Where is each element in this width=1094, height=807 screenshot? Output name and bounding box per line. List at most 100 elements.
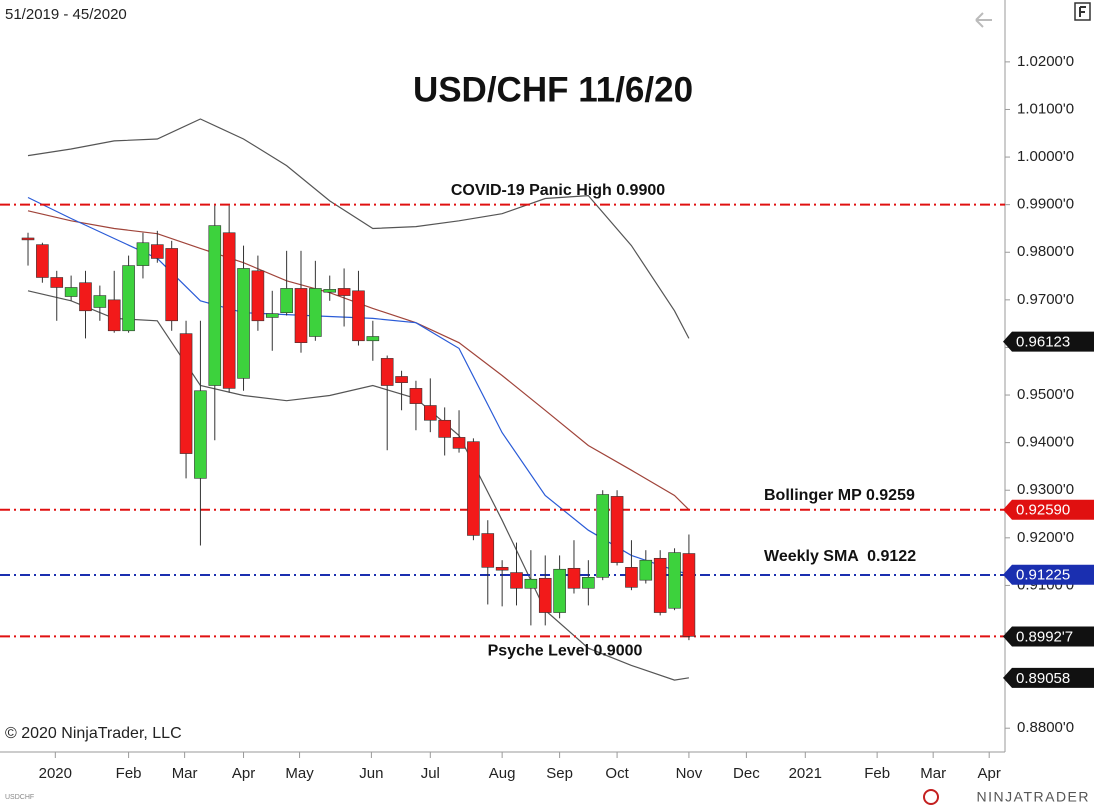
y-tick-label: 0.9300'0 <box>1017 481 1074 498</box>
chart-title: USD/CHF 11/6/20 <box>413 70 693 109</box>
back-arrow[interactable] <box>975 12 992 28</box>
candle-body <box>208 225 222 386</box>
price-marker <box>1003 499 1094 520</box>
candle-body <box>380 358 394 386</box>
candle-body <box>222 232 236 389</box>
candle-body <box>625 567 638 588</box>
brand-logo: NINJATRADER <box>923 789 1090 805</box>
candle-body <box>452 437 466 449</box>
y-tick-label: 1.0200'0 <box>1017 53 1074 70</box>
subtitle: 51/2019 - 45/2020 <box>5 6 127 23</box>
candle-body <box>538 577 552 613</box>
symbol: USDCHF <box>5 794 34 801</box>
candle-body <box>596 494 610 578</box>
candle-body <box>553 568 566 613</box>
level-label: Bollinger MP 0.9259 <box>764 487 915 504</box>
candle-body <box>366 336 380 342</box>
y-tick-label: 0.8800'0 <box>1017 719 1074 736</box>
candle-body <box>50 277 64 288</box>
candle-body <box>64 287 78 297</box>
candle-body <box>251 270 265 322</box>
candle-body <box>510 572 523 589</box>
candle-body <box>567 567 581 589</box>
price-marker-label: 0.89058 <box>1016 670 1070 687</box>
candle-body <box>93 295 107 308</box>
price-marker-label: 0.96123 <box>1016 334 1070 351</box>
y-tick-label: 0.9400'0 <box>1017 434 1074 451</box>
candle-body <box>79 282 92 312</box>
panel-button-glyph <box>1079 6 1086 17</box>
price-marker-label: 0.92590 <box>1016 502 1070 519</box>
candle-body <box>165 248 178 322</box>
y-tick-label: 1.0100'0 <box>1017 100 1074 117</box>
level-label: Weekly SMA 0.9122 <box>764 548 916 565</box>
copyright: © 2020 NinjaTrader, LLC <box>5 725 182 742</box>
candle-body <box>136 242 150 266</box>
candle-body <box>337 288 351 296</box>
x-tick-label: Jul <box>421 765 440 782</box>
candle-body <box>409 388 423 404</box>
x-tick-label: 2021 <box>789 765 822 782</box>
y-tick-label: 0.9800'0 <box>1017 243 1074 260</box>
candle-body <box>352 290 365 342</box>
x-tick-label: Nov <box>676 765 703 782</box>
x-tick-label: 2020 <box>39 765 72 782</box>
candle-body <box>438 419 451 438</box>
candle-body <box>21 237 35 241</box>
price-marker <box>1003 667 1094 688</box>
candle-body <box>151 244 164 259</box>
candle-body <box>395 376 408 383</box>
candle-body <box>265 313 279 318</box>
candle-body <box>424 405 437 421</box>
plot-area: COVID-19 Panic High 0.9900 Bollinger MP 0… <box>0 118 1005 681</box>
price-marker <box>1003 331 1094 352</box>
x-tick-label: Dec <box>733 765 760 782</box>
x-tick-label: May <box>285 765 314 782</box>
candle-body <box>653 557 667 613</box>
candle-body <box>107 299 121 332</box>
x-tick-label: Mar <box>920 765 946 782</box>
indicator-line <box>27 118 690 339</box>
y-tick-label: 0.9500'0 <box>1017 386 1074 403</box>
x-tick-label: Aug <box>489 765 516 782</box>
candle-body <box>36 244 49 278</box>
brand-icon <box>923 789 939 805</box>
level-label: COVID-19 Panic High 0.9900 <box>451 182 665 199</box>
candle-body <box>309 288 322 337</box>
candle-body <box>122 265 135 332</box>
candle-body <box>481 533 495 568</box>
candle-body <box>582 577 595 589</box>
candle-body <box>495 567 509 571</box>
price-marker <box>1003 626 1094 647</box>
x-tick-label: Feb <box>116 765 142 782</box>
candle-body <box>323 289 337 293</box>
y-tick-label: 0.9700'0 <box>1017 291 1074 308</box>
y-tick-label: 0.9200'0 <box>1017 529 1074 546</box>
candle-body <box>280 288 293 313</box>
candle-body <box>194 390 207 479</box>
price-marker-label: 0.8992'7 <box>1016 628 1073 645</box>
x-tick-label: Apr <box>978 765 1001 782</box>
indicator-line <box>27 210 690 511</box>
x-tick-label: Jun <box>359 765 383 782</box>
candle-body <box>179 333 193 454</box>
candle-body <box>682 553 696 637</box>
level-label: Psyche Level 0.9000 <box>488 643 643 660</box>
price-marker <box>1003 564 1094 585</box>
candle-body <box>294 288 308 343</box>
price-marker-label: 0.91225 <box>1016 567 1070 584</box>
candle-body <box>639 559 653 581</box>
y-tick-label: 1.0000'0 <box>1017 148 1074 165</box>
x-tick-label: Oct <box>605 765 629 782</box>
x-tick-label: Mar <box>172 765 198 782</box>
y-tick-label: 0.9900'0 <box>1017 196 1074 213</box>
x-tick-label: Feb <box>864 765 890 782</box>
panel-button[interactable] <box>1074 2 1091 21</box>
candle-body <box>668 552 681 609</box>
x-tick-label: Apr <box>232 765 255 782</box>
candle-body <box>467 441 480 536</box>
brand-name: NINJATRADER <box>977 789 1090 805</box>
